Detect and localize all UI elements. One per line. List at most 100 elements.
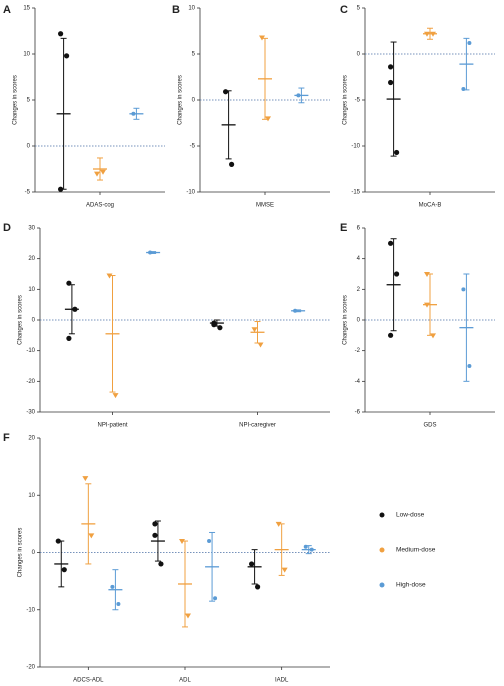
x-tick-label: IADL bbox=[275, 678, 289, 684]
point bbox=[88, 533, 95, 539]
y-tick-label: 0 bbox=[192, 98, 196, 104]
y-tick-label: 20 bbox=[28, 256, 35, 262]
point bbox=[249, 561, 255, 567]
point bbox=[112, 393, 119, 399]
point bbox=[131, 111, 136, 116]
x-tick-label: MoCA-B bbox=[419, 203, 442, 209]
point bbox=[461, 86, 466, 91]
y-tick-label: 15 bbox=[23, 6, 30, 12]
point bbox=[223, 89, 229, 95]
point bbox=[259, 35, 265, 41]
legend-marker bbox=[379, 582, 385, 588]
y-tick-label: -10 bbox=[351, 144, 360, 150]
panel-label: D bbox=[3, 222, 11, 234]
y-axis-title: Changes in scores bbox=[13, 75, 19, 125]
point bbox=[255, 584, 261, 590]
point bbox=[152, 532, 158, 538]
panel-label: A bbox=[3, 4, 11, 16]
point bbox=[424, 302, 430, 308]
y-tick-label: -6 bbox=[355, 410, 361, 416]
point bbox=[251, 327, 258, 333]
y-axis-title: Changes in scores bbox=[343, 75, 349, 125]
y-tick-label: -15 bbox=[351, 190, 360, 196]
y-tick-label: -20 bbox=[26, 665, 35, 671]
panel-label: F bbox=[3, 432, 10, 444]
point bbox=[424, 272, 430, 277]
x-tick-label: NPI-caregiver bbox=[239, 423, 276, 429]
x-tick-label: ADAS-cog bbox=[86, 203, 114, 209]
point bbox=[229, 161, 235, 167]
point bbox=[207, 539, 212, 544]
y-tick-label: -5 bbox=[190, 144, 196, 150]
legend-text: High-dose bbox=[396, 582, 426, 589]
y-tick-label: 4 bbox=[357, 256, 361, 262]
point bbox=[388, 240, 394, 246]
y-tick-label: 20 bbox=[28, 436, 35, 442]
point bbox=[66, 335, 72, 341]
point bbox=[64, 53, 70, 59]
point bbox=[158, 561, 164, 567]
point bbox=[217, 325, 223, 331]
point bbox=[72, 306, 78, 312]
point bbox=[58, 31, 64, 37]
x-tick-label: ADL bbox=[179, 678, 191, 684]
y-tick-label: 30 bbox=[28, 226, 35, 232]
y-tick-label: -10 bbox=[26, 607, 35, 613]
point bbox=[394, 271, 400, 277]
point bbox=[265, 116, 271, 122]
point bbox=[82, 476, 89, 482]
y-tick-label: -5 bbox=[25, 190, 31, 196]
x-tick-label: MMSE bbox=[256, 203, 274, 209]
point bbox=[430, 31, 436, 37]
panel-label: C bbox=[340, 4, 348, 16]
x-tick-label: ADCS-ADL bbox=[73, 678, 104, 684]
point bbox=[293, 308, 298, 313]
y-tick-label: 5 bbox=[357, 6, 361, 12]
point bbox=[394, 149, 400, 156]
point bbox=[461, 287, 466, 292]
point bbox=[100, 169, 106, 175]
point bbox=[66, 280, 72, 286]
point bbox=[58, 186, 64, 192]
y-tick-label: -20 bbox=[26, 379, 35, 385]
point bbox=[185, 613, 191, 619]
y-tick-label: 0 bbox=[357, 318, 361, 324]
legend-text: Medium-dose bbox=[396, 547, 436, 554]
y-axis-title: Changes in scores bbox=[18, 295, 24, 345]
point bbox=[309, 547, 314, 552]
point bbox=[116, 602, 121, 607]
point bbox=[213, 596, 218, 601]
point bbox=[281, 567, 288, 573]
point bbox=[211, 322, 217, 328]
legend-marker bbox=[379, 547, 385, 553]
point bbox=[94, 171, 100, 177]
point bbox=[148, 250, 153, 255]
y-tick-label: 10 bbox=[23, 52, 30, 58]
x-tick-label: NPI-patient bbox=[97, 423, 127, 429]
y-tick-label: -4 bbox=[355, 379, 361, 385]
legend-text: Low-dose bbox=[396, 512, 425, 519]
panel-label: E bbox=[340, 222, 347, 234]
y-tick-label: -30 bbox=[26, 410, 35, 416]
point bbox=[55, 538, 61, 544]
y-tick-label: -10 bbox=[186, 190, 195, 196]
point bbox=[467, 40, 472, 45]
point bbox=[424, 31, 430, 37]
legend-marker bbox=[379, 512, 385, 518]
y-tick-label: 0 bbox=[357, 52, 361, 58]
point bbox=[179, 539, 185, 545]
y-tick-label: 5 bbox=[192, 52, 196, 58]
point bbox=[106, 273, 113, 279]
x-tick-label: GDS bbox=[423, 423, 436, 429]
y-axis-title: Changes in scores bbox=[178, 75, 184, 125]
point bbox=[61, 567, 67, 573]
y-axis-title: Changes in scores bbox=[18, 528, 24, 578]
point bbox=[388, 332, 394, 338]
y-tick-label: 10 bbox=[28, 287, 35, 293]
point bbox=[430, 333, 436, 339]
point bbox=[257, 342, 264, 348]
y-tick-label: 0 bbox=[27, 144, 31, 150]
point bbox=[388, 79, 394, 86]
point bbox=[152, 521, 158, 527]
